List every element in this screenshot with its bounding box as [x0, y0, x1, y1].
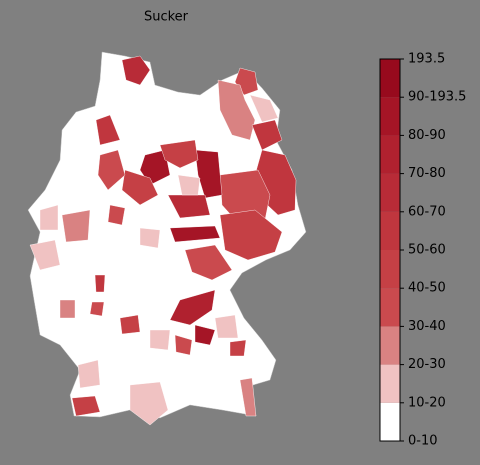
region: [121, 55, 151, 86]
colorbar-segment: [380, 59, 400, 98]
colorbar-segment: [380, 326, 400, 365]
region: [159, 139, 199, 169]
colorbar-tick-label: 40-50: [408, 281, 446, 296]
colorbar-segment: [380, 135, 400, 174]
region: [217, 79, 256, 141]
region: [61, 209, 91, 243]
region: [29, 239, 61, 271]
region: [177, 174, 201, 196]
region: [249, 94, 279, 123]
region: [139, 227, 161, 249]
region: [174, 334, 193, 356]
colorbar-segment: [380, 288, 400, 327]
region: [129, 381, 169, 426]
region: [119, 314, 141, 335]
region: [59, 299, 76, 319]
region: [239, 377, 257, 417]
region: [77, 359, 101, 389]
colorbar-tick-label: 20-30: [408, 357, 446, 372]
colorbar-segment: [380, 364, 400, 403]
colorbar-tick-label: 80-90: [408, 128, 446, 143]
region: [214, 314, 239, 339]
colorbar: 0-10 10-20 20-30 30-40 40-50 50-60 60-70 70-80 8…: [379, 52, 466, 449]
region: [94, 274, 106, 293]
region: [219, 209, 283, 261]
region: [229, 339, 247, 357]
region: [194, 149, 223, 199]
region: [97, 149, 126, 191]
colorbar-tick-label: 90-193.5: [408, 90, 466, 105]
colorbar-tick-label: 193.5: [408, 52, 445, 67]
colorbar-tick-label: 70-80: [408, 166, 446, 181]
region: [71, 395, 101, 417]
colorbar-segment: [380, 402, 400, 441]
map-title: Sucker: [144, 10, 189, 25]
region: [107, 204, 126, 226]
colorbar-tick-label: 10-20: [408, 395, 446, 410]
colorbar-segment: [380, 211, 400, 250]
region: [89, 301, 105, 317]
colorbar-segment: [380, 173, 400, 212]
region: [95, 114, 121, 146]
colorbar-tick-label: 0-10: [408, 434, 438, 449]
region: [39, 204, 59, 231]
colorbar-segment: [380, 250, 400, 289]
region: [184, 244, 233, 281]
germany-map: [27, 51, 307, 426]
colorbar-tick-label: 30-40: [408, 319, 446, 334]
region: [139, 149, 171, 186]
region: [149, 329, 171, 351]
region: [251, 119, 283, 151]
colorbar-tick-label: 60-70: [408, 204, 446, 219]
region: [194, 324, 216, 346]
colorbar-segment: [380, 97, 400, 136]
colorbar-tick-label: 50-60: [408, 243, 446, 258]
region: [169, 225, 221, 243]
region: [169, 289, 216, 326]
region: [121, 169, 159, 206]
